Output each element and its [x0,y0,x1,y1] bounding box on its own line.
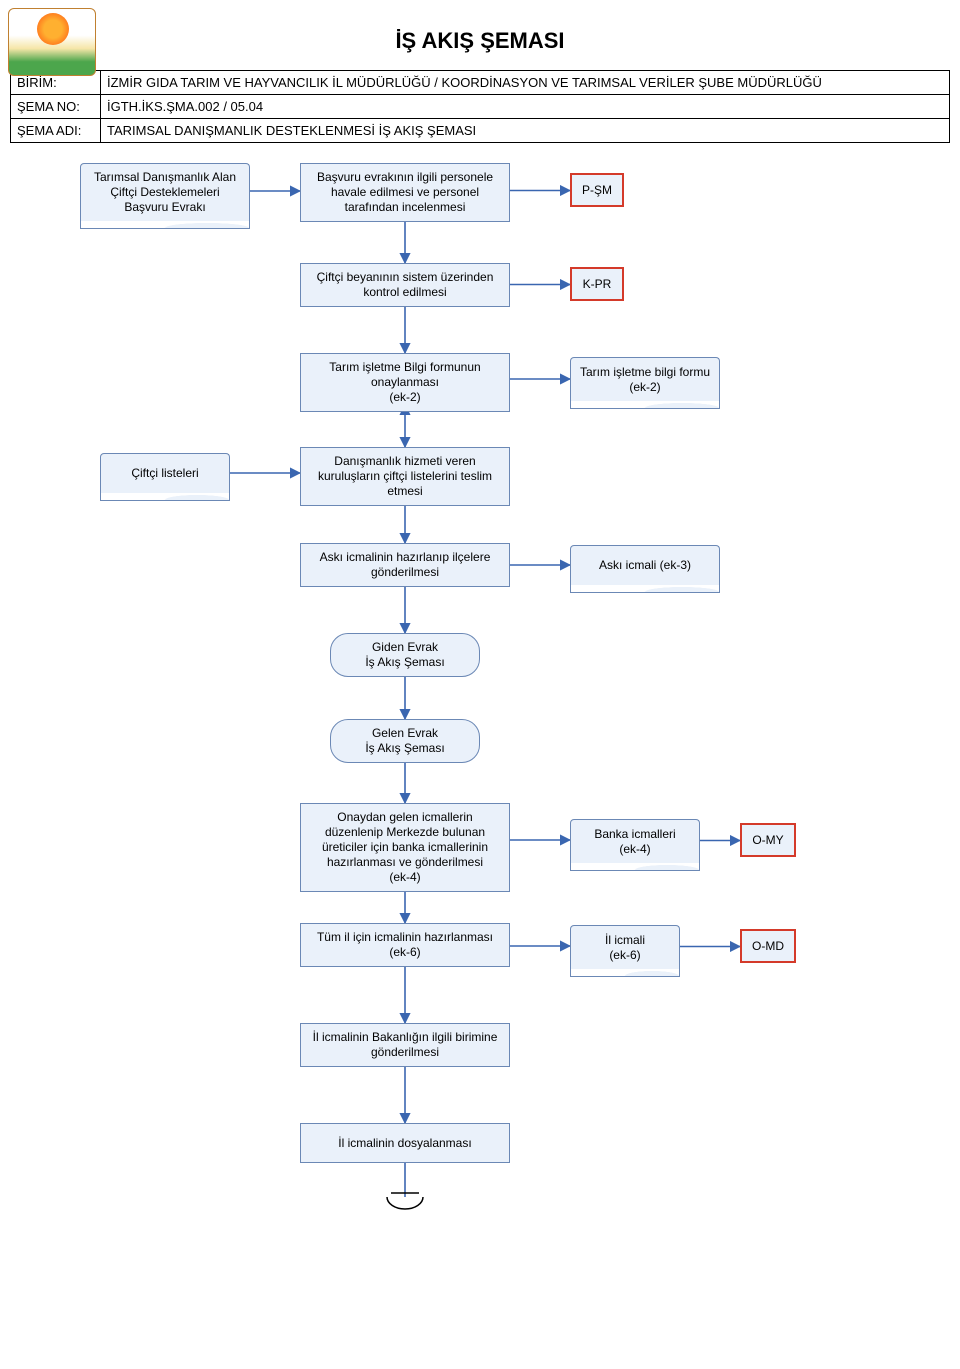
label-sema-no: ŞEMA NO: [11,95,101,119]
page-title: İŞ AKIŞ ŞEMASI [0,0,960,70]
node-n1: Tarımsal Danışmanlık Alan Çiftçi Destekl… [80,163,250,221]
node-n10: İl icmalinin dosyalanması [300,1123,510,1163]
value-sema-adi: TARIMSAL DANIŞMANLIK DESTEKLENMESİ İŞ AK… [101,119,950,143]
node-p1: Giden Evrak İş Akış Şeması [330,633,480,677]
node-n7: Onaydan gelen icmallerin düzenlenip Merk… [300,803,510,892]
node-t2: K-PR [570,267,624,301]
value-birim: İZMİR GIDA TARIM VE HAYVANCILIK İL MÜDÜR… [101,71,950,95]
header-table: BİRİM: İZMİR GIDA TARIM VE HAYVANCILIK İ… [10,70,950,143]
node-d4: Tarım işletme bilgi formu (ek-2) [570,357,720,401]
node-d8: İl icmali (ek-6) [570,925,680,969]
ministry-logo [8,8,96,76]
flowchart-canvas: Tarımsal Danışmanlık Alan Çiftçi Destekl… [0,163,960,1363]
value-sema-no: İGTH.İKS.ŞMA.002 / 05.04 [101,95,950,119]
node-n9: İl icmalinin Bakanlığın ilgili birimine … [300,1023,510,1067]
node-t3: O-MY [740,823,796,857]
node-n5: Danışmanlık hizmeti veren kuruluşların ç… [300,447,510,506]
node-p2: Gelen Evrak İş Akış Şeması [330,719,480,763]
label-sema-adi: ŞEMA ADI: [11,119,101,143]
node-n6: Askı icmalinin hazırlanıp ilçelere gönde… [300,543,510,587]
node-t1: P-ŞM [570,173,624,207]
flowchart-edges [0,163,960,1363]
node-n2: Başvuru evrakının ilgili personele haval… [300,163,510,222]
node-d5: Çiftçi listeleri [100,453,230,493]
node-n4: Tarım işletme Bilgi formunun onaylanması… [300,353,510,412]
node-n8: Tüm il için icmalinin hazırlanması (ek-6… [300,923,510,967]
node-t4: O-MD [740,929,796,963]
node-n3: Çiftçi beyanının sistem üzerinden kontro… [300,263,510,307]
node-d6: Askı icmali (ek-3) [570,545,720,585]
node-d7: Banka icmalleri (ek-4) [570,819,700,863]
